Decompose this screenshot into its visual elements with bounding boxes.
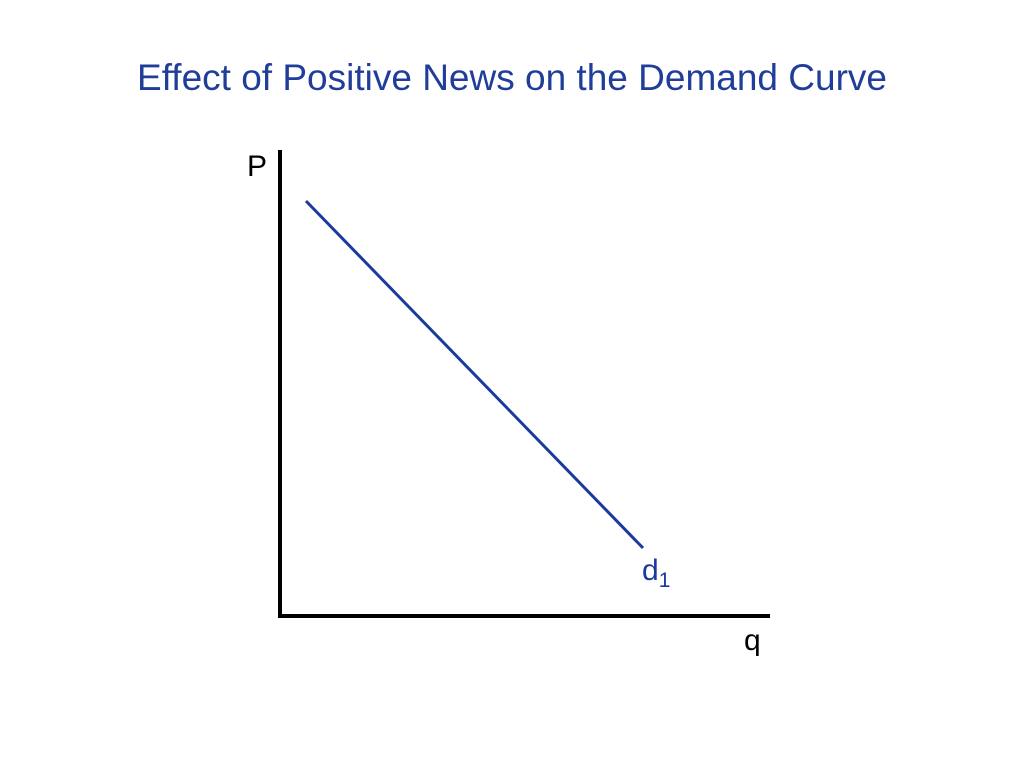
curve-label-main: d — [642, 554, 659, 587]
curve-label-subscript: 1 — [659, 569, 671, 592]
demand-curve-d1 — [304, 199, 645, 550]
x-axis-label: q — [744, 624, 761, 657]
slide-title: Effect of Positive News on the Demand Cu… — [137, 57, 887, 98]
y-axis-label: P — [247, 150, 267, 183]
demand-curve-label: d1 — [642, 554, 670, 592]
